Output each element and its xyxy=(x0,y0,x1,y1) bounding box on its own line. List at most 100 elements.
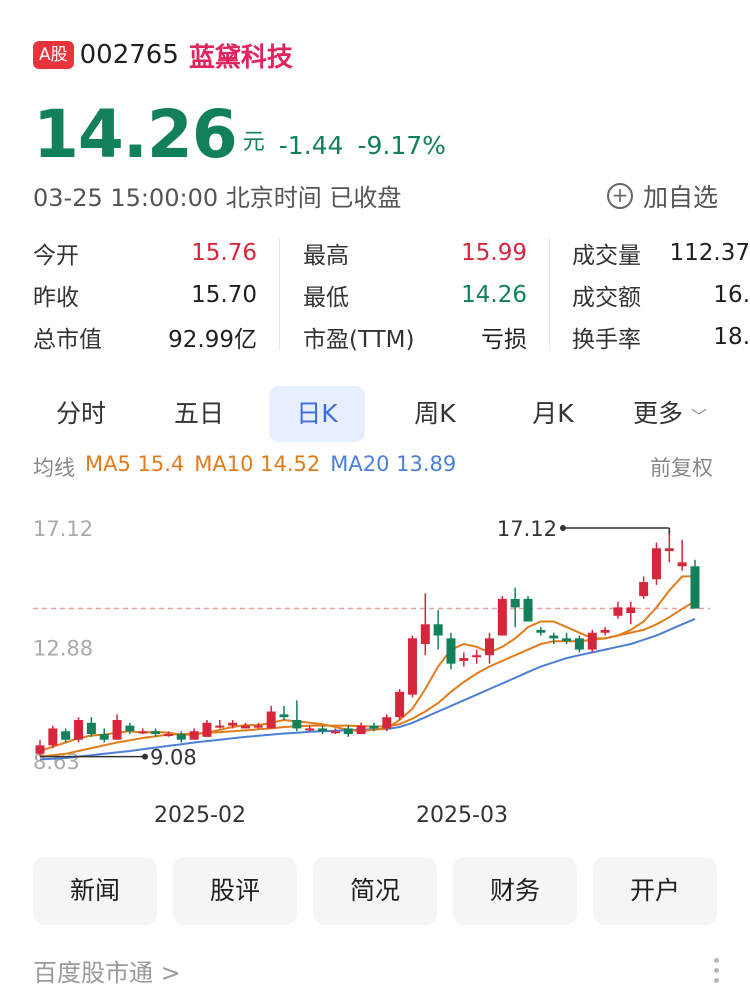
open-account-button[interactable]: 开户 xyxy=(593,857,717,925)
candle-body xyxy=(74,719,84,740)
stat-open: 今开 15.76 xyxy=(33,232,257,274)
stat-value: 14.26 xyxy=(461,282,527,308)
candle-body xyxy=(266,711,276,729)
stat-prev-close: 昨收 15.70 xyxy=(33,274,257,316)
ma5-line xyxy=(39,575,695,752)
stock-name: 蓝黛科技 xyxy=(188,42,293,73)
tab-more[interactable]: 更多 ﹀ xyxy=(620,386,720,442)
stat-label: 最低 xyxy=(303,285,349,311)
candle-body xyxy=(485,638,495,656)
finance-button[interactable]: 财务 xyxy=(453,857,577,925)
stats-divider xyxy=(549,238,550,350)
candle-body xyxy=(382,717,392,729)
stat-turnover-rate: 换手率 18. xyxy=(572,316,750,358)
candle-body xyxy=(472,655,482,658)
current-price: 14.26 xyxy=(33,96,238,173)
candle-body xyxy=(35,745,45,754)
candle-body xyxy=(497,598,507,636)
stat-value: 15.76 xyxy=(191,240,257,266)
ma20-line xyxy=(39,617,696,761)
quote-time: 03-25 15:00:00 北京时间 已收盘 xyxy=(33,184,402,212)
profile-button[interactable]: 简况 xyxy=(313,857,437,925)
price-change-pct: -9.17% xyxy=(357,131,446,160)
ma5-value: MA5 15.4 xyxy=(85,452,185,476)
candle-body xyxy=(446,638,456,664)
ma-legend: 均线 MA5 15.4 MA10 14.52 MA20 13.89 前复权 xyxy=(33,452,723,482)
tab-daily-k[interactable]: 日K xyxy=(269,386,365,442)
candle-body xyxy=(369,725,379,729)
stat-volume: 成交量 112.37 xyxy=(572,232,750,274)
candle-body xyxy=(574,638,584,650)
candle-body xyxy=(202,722,212,737)
stat-label: 今开 xyxy=(33,243,79,269)
max-price-label: 17.12 xyxy=(497,517,557,541)
max-annotation-dot xyxy=(560,525,566,531)
news-button[interactable]: 新闻 xyxy=(33,857,157,925)
y-tick-label: 12.88 xyxy=(33,636,93,660)
ma10-line xyxy=(39,600,696,758)
stat-value: 18. xyxy=(713,324,750,350)
stat-low: 最低 14.26 xyxy=(303,274,527,316)
candle-body xyxy=(433,624,443,636)
candle-body xyxy=(600,629,610,633)
stock-header: A股 002765 蓝黛科技 xyxy=(33,38,293,73)
candle-body xyxy=(536,629,546,633)
candle-body xyxy=(330,731,340,734)
adjust-mode-button[interactable]: 前复权 xyxy=(650,456,713,480)
comments-button[interactable]: 股评 xyxy=(173,857,297,925)
stats-col-2: 最高 15.99 最低 14.26 市盈(TTM) 亏损 xyxy=(303,232,527,358)
candle-body xyxy=(549,635,559,639)
x-tick-label: 2025-02 xyxy=(154,803,246,828)
tab-monthly-k[interactable]: 月K xyxy=(532,399,574,428)
chevron-down-icon: ﹀ xyxy=(690,407,707,426)
stat-label: 成交额 xyxy=(572,285,641,311)
candle-body xyxy=(240,725,250,729)
y-tick-label: 17.12 xyxy=(33,517,93,541)
candle-body xyxy=(228,722,238,726)
candle-body xyxy=(318,728,328,732)
stat-label: 昨收 xyxy=(33,285,79,311)
tab-five-day[interactable]: 五日 xyxy=(173,399,224,428)
stock-code: 002765 xyxy=(79,40,179,70)
candle-body xyxy=(112,719,122,740)
candle-body xyxy=(562,638,572,642)
add-watchlist-label: 加自选 xyxy=(642,183,718,212)
tab-intraday[interactable]: 分时 xyxy=(55,399,106,428)
candle-body xyxy=(86,722,96,735)
period-tabs: 分时 五日 日K 周K 月K 更多 ﹀ xyxy=(20,386,730,442)
candle-body xyxy=(138,731,148,734)
candle-body xyxy=(48,728,58,746)
candle-body xyxy=(356,725,366,735)
source-link[interactable]: 百度股市通 > xyxy=(33,959,181,987)
candle-body xyxy=(279,714,289,718)
stat-label: 成交量 xyxy=(572,243,641,269)
candle-body xyxy=(523,598,533,622)
add-watchlist-button[interactable]: + 加自选 xyxy=(606,178,718,214)
candle-body xyxy=(343,728,353,735)
candle-body xyxy=(99,734,109,740)
ma20-value: MA20 13.89 xyxy=(330,452,457,476)
candle-body xyxy=(587,632,597,650)
candle-body xyxy=(664,548,674,552)
stat-value: 92.99亿 xyxy=(168,327,257,353)
tab-weekly-k[interactable]: 周K xyxy=(414,399,456,428)
candle-body xyxy=(163,734,173,737)
min-price-label: 9.08 xyxy=(150,746,197,770)
stat-high: 最高 15.99 xyxy=(303,232,527,274)
candle-body xyxy=(395,691,405,718)
candle-body xyxy=(613,607,623,616)
stat-market-cap: 总市值 92.99亿 xyxy=(33,316,257,358)
stats-divider xyxy=(279,238,280,350)
stat-pe: 市盈(TTM) 亏损 xyxy=(303,316,527,358)
more-vertical-icon[interactable] xyxy=(714,958,720,988)
candle-body xyxy=(305,728,315,731)
candle-body xyxy=(690,566,700,609)
candle-body xyxy=(459,658,469,661)
candle-body xyxy=(510,598,520,608)
stat-value: 16. xyxy=(713,282,750,308)
price-unit: 元 xyxy=(242,130,265,155)
a-share-badge: A股 xyxy=(33,41,74,69)
stats-col-3: 成交量 112.37 成交额 16. 换手率 18. xyxy=(572,232,750,358)
ma10-value: MA10 14.52 xyxy=(194,452,321,476)
